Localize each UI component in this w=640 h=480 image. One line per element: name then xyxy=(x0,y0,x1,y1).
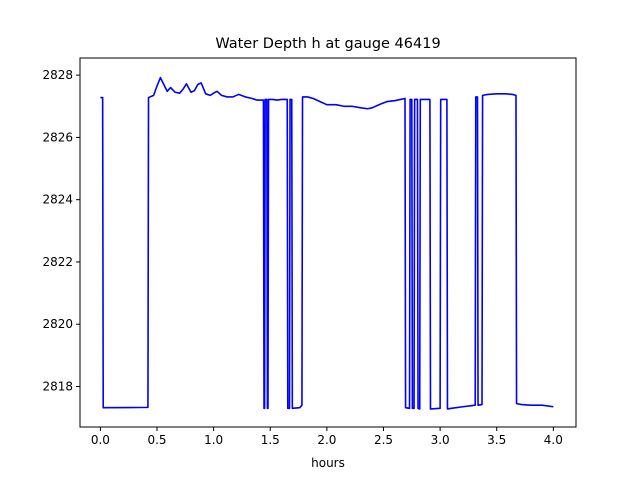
x-tick-label: 1.5 xyxy=(261,433,280,447)
chart-title: Water Depth h at gauge 46419 xyxy=(215,36,440,52)
y-tick-label: 2822 xyxy=(42,255,73,269)
x-axis-label: hours xyxy=(311,456,345,470)
y-tick-label: 2828 xyxy=(42,68,73,82)
x-tick-label: 4.0 xyxy=(544,433,563,447)
x-tick-label: 1.0 xyxy=(204,433,223,447)
x-tick-label: 2.0 xyxy=(317,433,336,447)
y-tick-label: 2826 xyxy=(42,130,73,144)
y-axis: 2818 2820 2822 2824 2826 2828 xyxy=(42,68,80,394)
series-line-water-depth xyxy=(100,76,554,410)
x-tick-label: 3.5 xyxy=(487,433,506,447)
series-layer xyxy=(100,76,554,410)
plot-area xyxy=(80,58,576,427)
x-axis: 0.0 0.5 1.0 1.5 2.0 2.5 3.0 3.5 4.0 xyxy=(91,427,563,447)
x-tick-label: 2.5 xyxy=(374,433,393,447)
x-tick-label: 0.5 xyxy=(147,433,166,447)
x-tick-label: 0.0 xyxy=(91,433,110,447)
x-tick-label: 3.0 xyxy=(431,433,450,447)
y-tick-label: 2824 xyxy=(42,193,73,207)
y-tick-label: 2818 xyxy=(42,380,73,394)
y-tick-label: 2820 xyxy=(42,317,73,331)
plot-frame xyxy=(79,57,577,428)
